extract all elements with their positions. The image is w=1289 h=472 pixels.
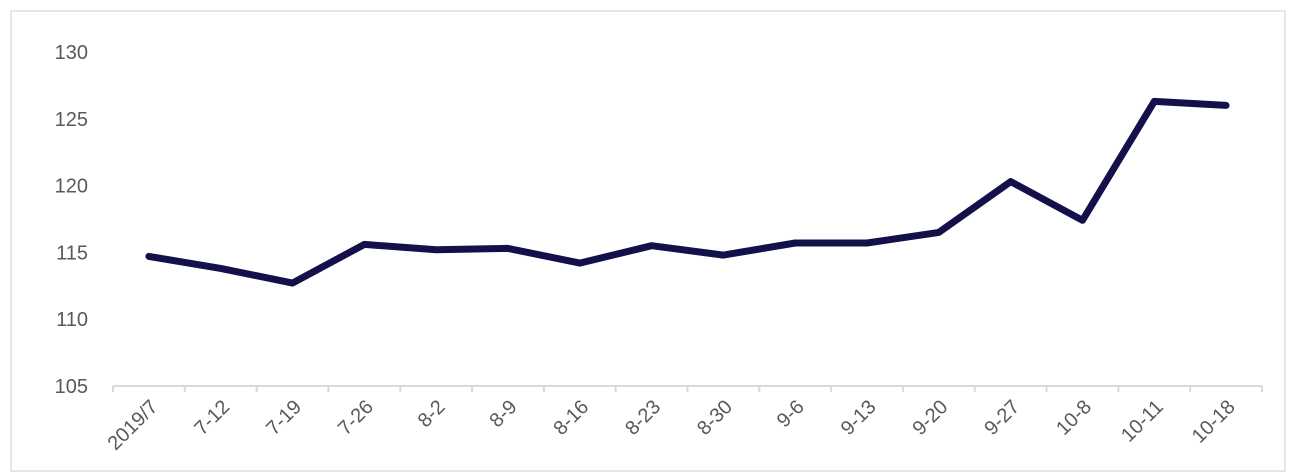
x-tick-label: 8-9 (486, 396, 522, 432)
x-tick-label: 8-23 (621, 396, 665, 440)
x-tick-label: 7-12 (190, 396, 234, 440)
y-tick-label: 120 (55, 176, 88, 198)
x-tick-labels: 2019/7 7-12 7-19 7-26 8-2 8-9 8-16 8-23 8-30 9-6 9… (104, 396, 1240, 455)
x-tick-label: 9-13 (837, 396, 881, 440)
x-axis (112, 385, 1263, 392)
x-tick-label: 8-2 (414, 396, 450, 432)
series-layer (145, 97, 1230, 287)
x-tick-label: 9-6 (773, 396, 809, 432)
x-tick-label: 9-20 (909, 396, 953, 440)
x-tick-label: 7-26 (334, 396, 378, 440)
y-tick-label: 105 (55, 376, 88, 398)
series-line (145, 97, 1230, 287)
x-tick-label: 10-8 (1052, 396, 1096, 440)
y-tick-label: 115 (56, 242, 88, 264)
x-tick-label: 10-18 (1188, 396, 1240, 448)
y-tick-label: 125 (55, 109, 88, 131)
y-axis: 105 110 115 120 125 130 (55, 42, 88, 398)
x-tick-label: 2019/7 (104, 396, 163, 455)
x-tick-label: 10-11 (1117, 396, 1168, 447)
x-tick-label: 8-16 (549, 396, 593, 440)
x-tick-label: 8-30 (693, 396, 737, 440)
x-tick-label: 7-19 (262, 396, 306, 440)
y-tick-label: 110 (56, 309, 88, 331)
y-tick-label: 130 (55, 42, 88, 64)
x-tick-label: 9-27 (980, 396, 1024, 440)
